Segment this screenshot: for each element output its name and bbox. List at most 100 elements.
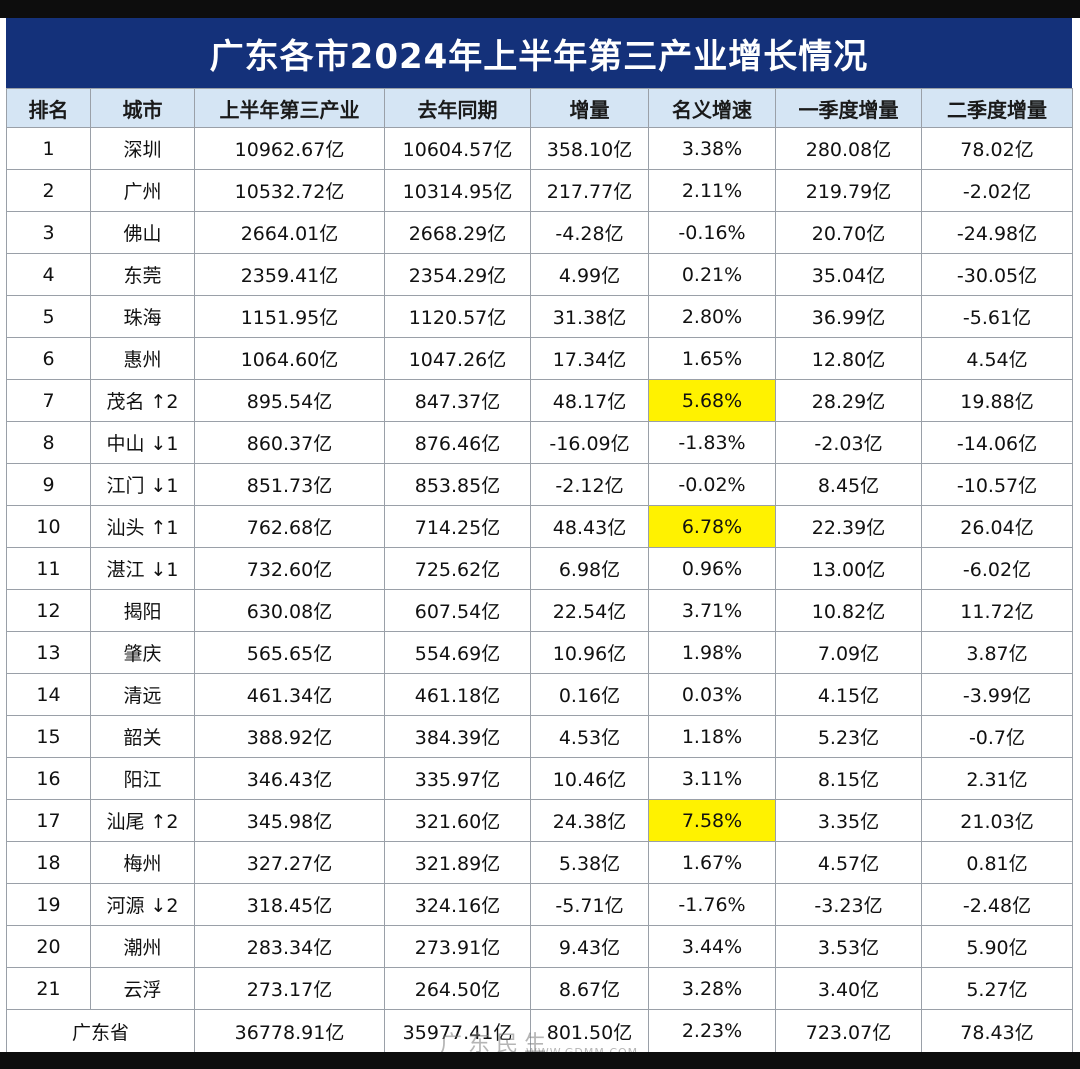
total-h1: 36778.91亿: [194, 1009, 385, 1053]
cell-h1: 273.17亿: [194, 967, 385, 1010]
cell-q1: 13.00亿: [775, 547, 922, 590]
city-name: 云浮: [123, 979, 162, 1001]
header-row: 排名 城市 上半年第三产业 去年同期 增量 名义增速 一季度增量 二季度增量: [6, 88, 1073, 128]
cell-rank: 14: [6, 673, 91, 716]
table-row: 12 揭阳 630.08亿 607.54亿 22.54亿 3.71% 10.82亿 11.72…: [6, 589, 1073, 632]
cell-q1: -3.23亿: [775, 883, 922, 926]
cell-h1: 346.43亿: [194, 757, 385, 800]
rank-change: ↑2: [150, 391, 179, 413]
city-name: 揭阳: [123, 601, 162, 623]
city-name: 江门: [106, 475, 145, 497]
cell-last-year: 1120.57亿: [384, 295, 531, 338]
cell-rate: 3.28%: [648, 967, 776, 1010]
cell-q2: 5.90亿: [921, 925, 1073, 968]
cell-rank: 1: [6, 127, 91, 170]
cell-rate: 0.21%: [648, 253, 776, 296]
cell-rank: 4: [6, 253, 91, 296]
city-name: 深圳: [123, 139, 162, 161]
cell-rank: 3: [6, 211, 91, 254]
cell-increase: 48.43亿: [530, 505, 649, 548]
city-name: 梅州: [123, 853, 162, 875]
cell-city: 深圳: [90, 127, 195, 170]
table-row: 2 广州 10532.72亿 10314.95亿 217.77亿 2.11% 219.79亿…: [6, 169, 1073, 212]
cell-increase: 8.67亿: [530, 967, 649, 1010]
cell-rate: 1.98%: [648, 631, 776, 674]
cell-last-year: 554.69亿: [384, 631, 531, 674]
cell-city: 江门 ↓1: [90, 463, 195, 506]
rank-change: ↓1: [150, 475, 179, 497]
cell-rank: 5: [6, 295, 91, 338]
table-row: 16 阳江 346.43亿 335.97亿 10.46亿 3.11% 8.15亿 2.31亿: [6, 757, 1073, 800]
cell-rate: 3.44%: [648, 925, 776, 968]
cell-city: 肇庆: [90, 631, 195, 674]
cell-q1: 3.53亿: [775, 925, 922, 968]
cell-q2: -10.57亿: [921, 463, 1073, 506]
cell-q2: -2.02亿: [921, 169, 1073, 212]
cell-q2: -30.05亿: [921, 253, 1073, 296]
cell-city: 佛山: [90, 211, 195, 254]
header-last-year: 去年同期: [384, 88, 531, 128]
cell-city: 韶关: [90, 715, 195, 758]
cell-rank: 8: [6, 421, 91, 464]
cell-q1: 8.15亿: [775, 757, 922, 800]
cell-rank: 12: [6, 589, 91, 632]
table-row: 20 潮州 283.34亿 273.91亿 9.43亿 3.44% 3.53亿 5.90亿: [6, 925, 1073, 968]
cell-rate: 3.38%: [648, 127, 776, 170]
cell-q1: 12.80亿: [775, 337, 922, 380]
top-border: [0, 0, 1080, 18]
cell-h1: 762.68亿: [194, 505, 385, 548]
header-nominal-rate: 名义增速: [648, 88, 776, 128]
cell-city: 汕头 ↑1: [90, 505, 195, 548]
cell-increase: 217.77亿: [530, 169, 649, 212]
cell-last-year: 847.37亿: [384, 379, 531, 422]
cell-rank: 9: [6, 463, 91, 506]
cell-city: 珠海: [90, 295, 195, 338]
cell-rank: 15: [6, 715, 91, 758]
table-row: 1 深圳 10962.67亿 10604.57亿 358.10亿 3.38% 280.08亿…: [6, 127, 1073, 170]
cell-increase: 4.53亿: [530, 715, 649, 758]
cell-q2: -0.7亿: [921, 715, 1073, 758]
table-row: 6 惠州 1064.60亿 1047.26亿 17.34亿 1.65% 12.80亿 4.54…: [6, 337, 1073, 380]
cell-last-year: 273.91亿: [384, 925, 531, 968]
header-q2-increase: 二季度增量: [921, 88, 1073, 128]
cell-increase: -4.28亿: [530, 211, 649, 254]
header-rank: 排名: [6, 88, 91, 128]
cell-rate: 0.03%: [648, 673, 776, 716]
cell-h1: 388.92亿: [194, 715, 385, 758]
cell-q2: -24.98亿: [921, 211, 1073, 254]
cell-q2: 26.04亿: [921, 505, 1073, 548]
cell-h1: 895.54亿: [194, 379, 385, 422]
table-row: 15 韶关 388.92亿 384.39亿 4.53亿 1.18% 5.23亿 -0.7亿: [6, 715, 1073, 758]
header-city: 城市: [90, 88, 195, 128]
cell-last-year: 10604.57亿: [384, 127, 531, 170]
rank-change: ↓2: [150, 895, 179, 917]
cell-rate: 6.78%: [648, 505, 776, 548]
cell-rank: 7: [6, 379, 91, 422]
cell-increase: 31.38亿: [530, 295, 649, 338]
total-rate: 2.23%: [648, 1009, 776, 1053]
cell-h1: 1151.95亿: [194, 295, 385, 338]
city-name: 阳江: [123, 769, 162, 791]
total-label: 广东省: [6, 1009, 195, 1053]
total-q1: 723.07亿: [775, 1009, 922, 1053]
cell-q2: 2.31亿: [921, 757, 1073, 800]
table-row: 8 中山 ↓1 860.37亿 876.46亿 -16.09亿 -1.83% -2.03亿 -1…: [6, 421, 1073, 464]
cell-rate: -1.76%: [648, 883, 776, 926]
cell-q2: -6.02亿: [921, 547, 1073, 590]
cell-last-year: 335.97亿: [384, 757, 531, 800]
cell-h1: 327.27亿: [194, 841, 385, 884]
city-name: 潮州: [123, 937, 162, 959]
table-row: 13 肇庆 565.65亿 554.69亿 10.96亿 1.98% 7.09亿 3.87亿: [6, 631, 1073, 674]
cell-rate: -1.83%: [648, 421, 776, 464]
cell-rate: 1.65%: [648, 337, 776, 380]
cell-q2: 78.02亿: [921, 127, 1073, 170]
cell-q1: 28.29亿: [775, 379, 922, 422]
cell-rank: 19: [6, 883, 91, 926]
cell-last-year: 607.54亿: [384, 589, 531, 632]
cell-increase: 10.96亿: [530, 631, 649, 674]
cell-q1: 20.70亿: [775, 211, 922, 254]
cell-h1: 851.73亿: [194, 463, 385, 506]
cell-h1: 461.34亿: [194, 673, 385, 716]
cell-rate: -0.02%: [648, 463, 776, 506]
